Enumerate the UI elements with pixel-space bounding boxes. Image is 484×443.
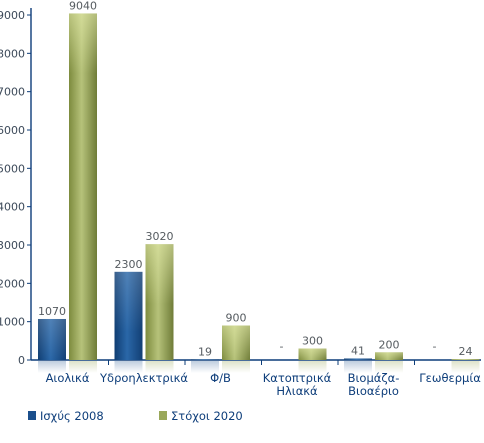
data-label: 41: [351, 344, 365, 357]
labels: 1070 9040 Αιολικά 2300 3020 Υδροηλεκτρικά 19 90…: [38, 0, 481, 398]
bar-reflection: [222, 361, 250, 373]
data-label: 200: [379, 338, 400, 351]
y-tick-label: 0: [18, 354, 25, 367]
data-label: 1070: [38, 305, 66, 318]
bars: [38, 13, 480, 373]
data-label: 24: [459, 345, 473, 358]
category-label: Υδροηλεκτρικά: [99, 371, 188, 385]
data-label: 900: [226, 312, 247, 325]
bar-highlight: [38, 318, 66, 360]
category-label: Βιοαέριο: [348, 384, 399, 398]
y-tick-label: 1000: [0, 316, 25, 329]
legend-swatch: [159, 411, 167, 420]
category-label: Γεωθερμία: [419, 371, 481, 385]
category-label: Κατοπτρικά: [263, 371, 332, 385]
bar-highlight: [375, 352, 403, 360]
bar-reflection: [114, 361, 143, 373]
bar-highlight: [451, 359, 480, 360]
data-label: 19: [198, 345, 212, 358]
bar-highlight: [298, 348, 327, 360]
bar-highlight: [344, 358, 372, 360]
data-label: -: [433, 340, 437, 353]
y-tick-label: 8000: [0, 47, 25, 60]
y-tick-label: 2000: [0, 277, 25, 290]
bar-highlight: [222, 325, 250, 360]
bar-highlight: [145, 244, 174, 305]
category-label: Φ/Β: [210, 371, 231, 385]
legend-swatch: [28, 411, 36, 420]
data-label: 9040: [69, 0, 97, 12]
bar-highlight: [69, 13, 97, 74]
bar-reflection: [38, 361, 66, 373]
bar-reflection: [451, 361, 480, 373]
bar-highlight: [191, 359, 219, 360]
bar-reflection: [375, 361, 403, 373]
legend-label: Ισχύς 2008: [40, 409, 104, 423]
bar-reflection: [69, 361, 97, 373]
y-tick-label: 3000: [0, 239, 25, 252]
legend: Ισχύς 2008 Στόχοι 2020: [28, 409, 243, 423]
y-tick-label: 9000: [0, 9, 25, 22]
data-label: 3020: [146, 230, 174, 243]
data-label: 2300: [115, 258, 143, 271]
category-label: Βιομάζα-: [348, 371, 400, 385]
bar-reflection: [344, 361, 372, 373]
category-label: Ηλιακά: [276, 384, 318, 398]
legend-label: Στόχοι 2020: [171, 409, 243, 423]
bar-reflection: [145, 361, 174, 373]
y-tick-label: 5000: [0, 162, 25, 175]
y-tick-label: 7000: [0, 86, 25, 99]
y-tick-label: 6000: [0, 124, 25, 137]
data-label: 300: [302, 335, 323, 348]
bar-reflection: [191, 361, 219, 373]
category-label: Αιολικά: [46, 371, 90, 385]
axes: 0 1000 2000 3000 4000 5000 6000 7000 8000 9000: [0, 8, 481, 367]
y-tick-label: 4000: [0, 201, 25, 214]
bar-reflection: [298, 361, 327, 373]
bar-highlight: [114, 271, 143, 332]
data-label: -: [280, 340, 284, 353]
